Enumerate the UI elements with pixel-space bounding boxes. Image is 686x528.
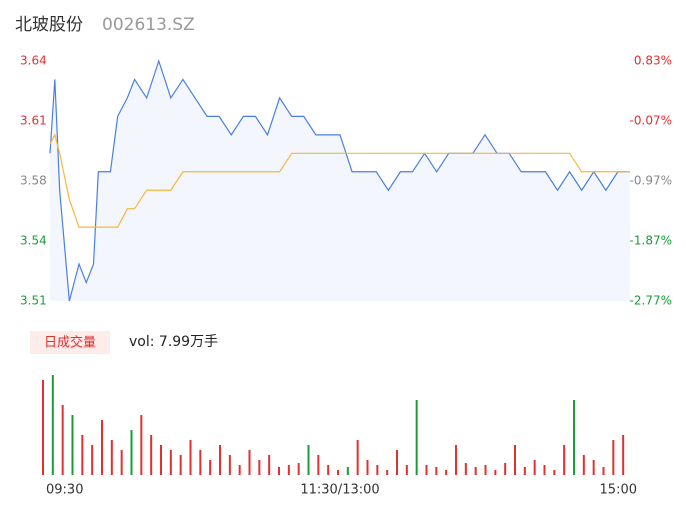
volume-bar bbox=[563, 445, 566, 475]
volume-bar bbox=[42, 380, 44, 475]
stock-code: 002613.SZ bbox=[102, 15, 195, 35]
volume-bar bbox=[396, 450, 398, 475]
volume-bar bbox=[573, 400, 575, 475]
y-tick-label: 3.58 bbox=[20, 174, 47, 188]
y2-tick-label: -1.87% bbox=[630, 234, 672, 248]
y2-tick-label: 0.83% bbox=[634, 54, 672, 68]
volume-bar bbox=[415, 400, 418, 475]
volume-bar bbox=[219, 445, 221, 475]
volume-bar bbox=[81, 435, 84, 475]
volume-bar bbox=[287, 465, 290, 475]
volume-bar bbox=[61, 405, 64, 475]
volume-bar bbox=[523, 467, 526, 475]
volume-bar bbox=[199, 450, 202, 475]
volume-bar bbox=[582, 455, 585, 475]
volume-bar bbox=[366, 460, 369, 475]
y2-tick-label: -0.97% bbox=[630, 174, 672, 188]
volume-bar bbox=[484, 465, 487, 475]
y2-tick-label: -0.07% bbox=[630, 114, 672, 128]
volume-bar bbox=[592, 460, 595, 475]
volume-bar bbox=[464, 463, 467, 475]
y-tick-label: 3.51 bbox=[20, 294, 47, 308]
volume-bar bbox=[150, 435, 153, 475]
volume-bar bbox=[130, 430, 133, 475]
volume-bar bbox=[612, 440, 615, 475]
volume-bar bbox=[297, 463, 300, 475]
volume-bar bbox=[278, 467, 280, 475]
volume-bar bbox=[179, 455, 182, 475]
volume-bar bbox=[543, 465, 546, 475]
volume-bar bbox=[346, 467, 349, 475]
volume-bar bbox=[140, 415, 143, 475]
x-tick-label: 11:30/13:00 bbox=[300, 483, 379, 498]
price-line bbox=[49, 59, 630, 302]
volume-bar bbox=[337, 470, 339, 475]
volume-bar bbox=[169, 450, 172, 475]
x-tick-label: 09:30 bbox=[46, 483, 83, 498]
volume-bar bbox=[445, 470, 448, 475]
volume-bar bbox=[356, 440, 359, 475]
volume-bar bbox=[455, 445, 457, 475]
volume-bar bbox=[101, 420, 103, 475]
volume-bar bbox=[209, 460, 212, 475]
volume-bar bbox=[307, 445, 310, 475]
volume-bar bbox=[71, 415, 74, 475]
y-tick-label: 3.61 bbox=[20, 114, 47, 128]
volume-bar bbox=[533, 460, 536, 475]
volume-bar bbox=[425, 465, 428, 475]
volume-bar bbox=[386, 470, 389, 475]
volume-bar bbox=[504, 463, 507, 475]
stock-name: 北玻股份 bbox=[15, 15, 83, 35]
average-line bbox=[49, 133, 630, 228]
x-tick-label: 15:00 bbox=[600, 483, 637, 498]
volume-bar bbox=[51, 375, 54, 475]
volume-bar bbox=[268, 455, 271, 475]
volume-bar bbox=[120, 450, 123, 475]
volume-bar bbox=[376, 465, 379, 475]
price-area bbox=[50, 61, 630, 301]
volume-bar bbox=[317, 455, 320, 475]
volume-bar bbox=[91, 445, 94, 475]
volume-bar bbox=[514, 445, 516, 475]
volume-bar bbox=[258, 460, 261, 475]
volume-bar bbox=[602, 467, 605, 475]
volume-bar bbox=[474, 467, 477, 475]
y-tick-label: 3.54 bbox=[20, 234, 47, 248]
volume-label: 日成交量 bbox=[44, 335, 96, 351]
y2-tick-label: -2.77% bbox=[630, 294, 672, 308]
volume-bar bbox=[228, 455, 231, 475]
volume-bar bbox=[435, 467, 438, 475]
volume-label-box bbox=[30, 331, 110, 354]
volume-bar bbox=[553, 470, 556, 475]
volume-bar bbox=[327, 465, 330, 475]
volume-value: vol: 7.99万手 bbox=[129, 334, 218, 350]
volume-bar bbox=[248, 450, 251, 475]
y-tick-label: 3.64 bbox=[20, 54, 47, 68]
volume-bar bbox=[110, 440, 113, 475]
volume-bar bbox=[160, 445, 162, 475]
volume-bar bbox=[405, 465, 408, 475]
volume-bar bbox=[622, 435, 625, 475]
volume-bar bbox=[494, 470, 497, 475]
volume-bar bbox=[189, 440, 192, 475]
volume-bar bbox=[238, 465, 241, 475]
